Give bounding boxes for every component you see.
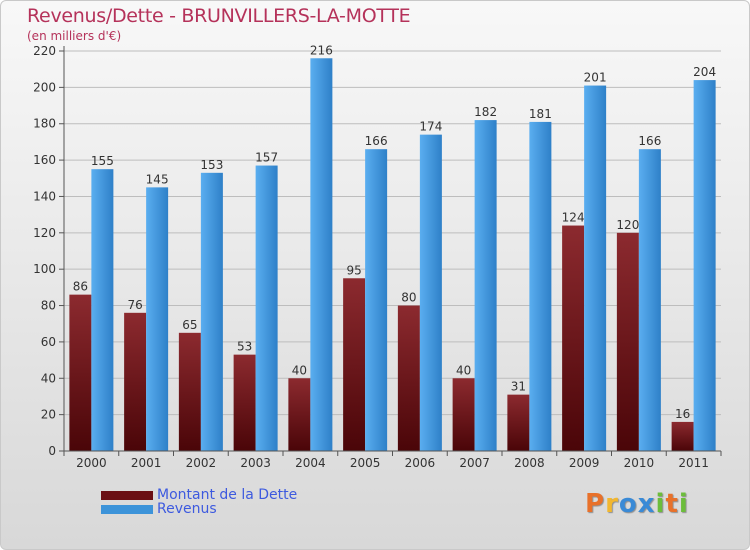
logo-letter: i xyxy=(678,489,689,519)
bar-dette xyxy=(452,378,475,451)
y-tick-label: 160 xyxy=(33,153,56,167)
data-label-revenus: 182 xyxy=(474,105,497,119)
data-label-revenus: 201 xyxy=(584,71,607,85)
data-label-dette: 40 xyxy=(292,363,307,377)
bar-dette xyxy=(288,378,311,451)
data-label-dette: 124 xyxy=(562,211,585,225)
bar-dette xyxy=(397,305,420,451)
bar-revenus xyxy=(529,121,552,451)
bar-dette xyxy=(616,232,639,451)
bar-revenus xyxy=(310,58,333,451)
data-label-revenus: 216 xyxy=(310,43,333,57)
x-tick-label: 2005 xyxy=(350,456,381,470)
x-tick-label: 2004 xyxy=(295,456,326,470)
y-tick-label: 60 xyxy=(41,335,56,349)
bar-dette xyxy=(507,394,530,451)
bar-revenus xyxy=(474,120,497,451)
legend-swatch-dette xyxy=(101,491,153,500)
data-label-revenus: 181 xyxy=(529,107,552,121)
data-label-revenus: 155 xyxy=(91,154,114,168)
data-label-dette: 65 xyxy=(182,318,197,332)
bar-dette xyxy=(671,421,694,451)
y-tick-label: 80 xyxy=(41,299,56,313)
x-tick-label: 2000 xyxy=(76,456,107,470)
x-tick-label: 2008 xyxy=(514,456,545,470)
data-label-revenus: 204 xyxy=(693,65,716,79)
y-tick-label: 120 xyxy=(33,226,56,240)
bar-revenus xyxy=(91,169,114,451)
bar-dette xyxy=(124,312,147,451)
bar-dette xyxy=(233,354,256,451)
bar-revenus xyxy=(584,85,607,451)
y-tick-label: 0 xyxy=(48,444,56,458)
legend-label-revenus: Revenus xyxy=(157,501,217,517)
data-label-revenus: 153 xyxy=(200,158,223,172)
x-tick-label: 2011 xyxy=(678,456,709,470)
data-label-dette: 40 xyxy=(456,363,471,377)
y-tick-label: 200 xyxy=(33,80,56,94)
x-tick-label: 2010 xyxy=(624,456,655,470)
data-label-dette: 16 xyxy=(675,407,690,421)
bar-dette xyxy=(178,332,201,451)
logo-letter: i xyxy=(655,489,666,519)
data-label-revenus: 157 xyxy=(255,151,278,165)
data-label-revenus: 145 xyxy=(146,172,169,186)
bar-dette xyxy=(562,225,585,451)
data-label-dette: 76 xyxy=(127,298,142,312)
x-tick-label: 2007 xyxy=(459,456,490,470)
logo-letter: r xyxy=(605,489,619,519)
bar-revenus xyxy=(255,165,278,451)
y-tick-label: 100 xyxy=(33,262,56,276)
data-label-dette: 53 xyxy=(237,340,252,354)
bar-dette xyxy=(343,278,366,451)
bar-revenus xyxy=(146,187,169,451)
bar-dette xyxy=(69,294,92,451)
x-tick-label: 2001 xyxy=(131,456,162,470)
proxiti-logo: Proxiti xyxy=(585,489,689,519)
data-label-dette: 95 xyxy=(346,263,361,277)
legend-label-dette: Montant de la Dette xyxy=(157,487,298,503)
logo-letter: o xyxy=(618,489,638,519)
y-tick-label: 220 xyxy=(33,44,56,58)
data-label-dette: 31 xyxy=(511,380,526,394)
bar-revenus xyxy=(693,80,716,451)
logo-letter: t xyxy=(665,489,679,519)
y-tick-label: 180 xyxy=(33,117,56,131)
chart-title: Revenus/Dette - BRUNVILLERS-LA-MOTTE xyxy=(27,5,411,27)
bar-revenus xyxy=(200,172,223,451)
data-label-dette: 86 xyxy=(73,280,88,294)
data-label-revenus: 166 xyxy=(638,134,661,148)
x-tick-label: 2003 xyxy=(240,456,271,470)
x-tick-label: 2009 xyxy=(569,456,600,470)
y-tick-label: 140 xyxy=(33,189,56,203)
bar-revenus xyxy=(365,149,388,451)
data-label-dette: 120 xyxy=(616,218,639,232)
x-tick-label: 2006 xyxy=(405,456,436,470)
data-label-revenus: 166 xyxy=(365,134,388,148)
bar-revenus xyxy=(638,149,661,451)
x-tick-label: 2002 xyxy=(186,456,217,470)
data-label-revenus: 174 xyxy=(419,120,442,134)
legend-swatch-revenus xyxy=(101,505,153,514)
logo-letter: x xyxy=(637,489,656,519)
y-tick-label: 40 xyxy=(41,371,56,385)
data-label-dette: 80 xyxy=(401,291,416,305)
bar-revenus xyxy=(419,134,442,452)
logo-letter: P xyxy=(585,489,606,519)
chart-subtitle: (en milliers d'€) xyxy=(27,29,122,43)
y-tick-label: 20 xyxy=(41,408,56,422)
